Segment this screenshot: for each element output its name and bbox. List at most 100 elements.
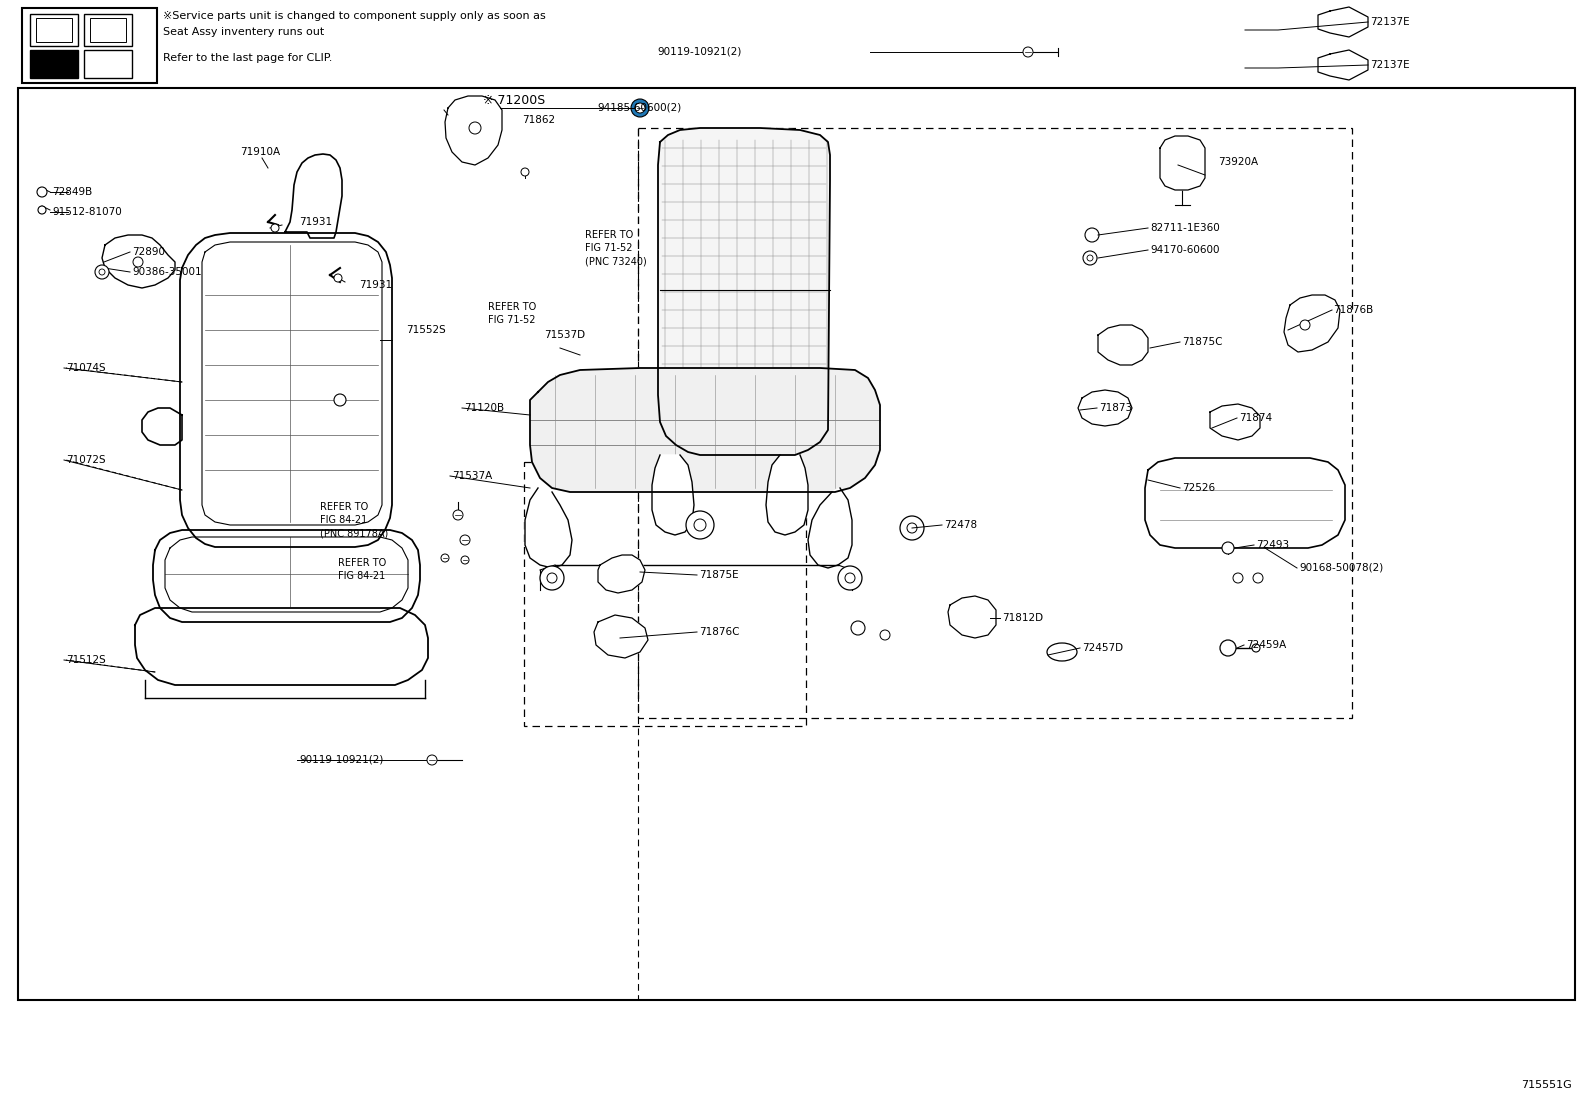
- Text: 72457D: 72457D: [1083, 643, 1122, 653]
- Circle shape: [460, 535, 470, 545]
- Text: 71512S: 71512S: [65, 655, 105, 665]
- Text: 71072S: 71072S: [65, 455, 105, 465]
- Polygon shape: [594, 615, 648, 658]
- Circle shape: [334, 395, 345, 406]
- Text: 71876C: 71876C: [699, 628, 740, 637]
- Text: 72137E: 72137E: [1371, 16, 1409, 27]
- Bar: [37, 18, 72, 42]
- Text: 90119-10921(2): 90119-10921(2): [657, 47, 742, 57]
- Text: 91512-81070: 91512-81070: [53, 207, 121, 217]
- Circle shape: [96, 265, 108, 279]
- Circle shape: [837, 566, 861, 590]
- Bar: [18, 88, 1574, 1000]
- Polygon shape: [285, 154, 342, 238]
- Circle shape: [38, 206, 46, 214]
- Text: ※ 71200S: ※ 71200S: [482, 93, 544, 107]
- Text: 82711-1E360: 82711-1E360: [1149, 223, 1219, 233]
- Text: 71537A: 71537A: [452, 471, 492, 481]
- Text: 71874: 71874: [1239, 413, 1272, 423]
- Polygon shape: [657, 127, 829, 455]
- Polygon shape: [1318, 7, 1368, 37]
- Bar: [30, 14, 78, 46]
- Text: REFER TO
FIG 84-21: REFER TO FIG 84-21: [338, 558, 387, 581]
- Text: 71552S: 71552S: [406, 325, 446, 335]
- Text: 90386-35001: 90386-35001: [132, 267, 202, 277]
- Circle shape: [880, 630, 890, 640]
- Circle shape: [1087, 255, 1094, 260]
- Bar: [91, 18, 126, 42]
- Circle shape: [1083, 251, 1097, 265]
- Text: 72493: 72493: [1256, 540, 1290, 550]
- Polygon shape: [766, 455, 809, 535]
- Circle shape: [454, 510, 463, 520]
- Text: 72459A: 72459A: [1247, 640, 1286, 650]
- Circle shape: [521, 168, 529, 176]
- Polygon shape: [653, 455, 694, 535]
- Text: 94170-60600: 94170-60600: [1149, 245, 1219, 255]
- Text: 71537D: 71537D: [544, 330, 586, 340]
- Circle shape: [694, 519, 705, 531]
- Polygon shape: [180, 233, 392, 547]
- Circle shape: [134, 257, 143, 267]
- Polygon shape: [530, 368, 880, 492]
- Polygon shape: [1161, 136, 1205, 190]
- Polygon shape: [809, 488, 852, 568]
- Text: REFER TO
FIG 71-52
(PNC 73240): REFER TO FIG 71-52 (PNC 73240): [584, 230, 646, 266]
- Text: 71931: 71931: [360, 280, 392, 290]
- Circle shape: [1232, 573, 1243, 582]
- Text: REFER TO
FIG 84-21
(PNC 89178A): REFER TO FIG 84-21 (PNC 89178A): [320, 502, 388, 539]
- Circle shape: [462, 556, 470, 564]
- Bar: [638, 127, 1352, 718]
- Ellipse shape: [1048, 643, 1078, 660]
- Circle shape: [1251, 644, 1259, 652]
- Text: 71873: 71873: [1098, 403, 1132, 413]
- Text: 715551G: 715551G: [1522, 1080, 1571, 1090]
- Text: Seat Assy inventery runs out: Seat Assy inventery runs out: [162, 27, 325, 37]
- Circle shape: [686, 511, 713, 539]
- Circle shape: [470, 122, 481, 134]
- Text: 71910A: 71910A: [240, 147, 280, 157]
- Circle shape: [852, 621, 864, 635]
- Text: 71931: 71931: [299, 217, 333, 227]
- Circle shape: [37, 187, 48, 197]
- Circle shape: [1024, 47, 1033, 57]
- Bar: [524, 462, 806, 726]
- Text: 71074S: 71074S: [65, 363, 105, 373]
- Polygon shape: [1210, 404, 1259, 440]
- Polygon shape: [599, 555, 645, 593]
- Text: 71120B: 71120B: [463, 403, 505, 413]
- Circle shape: [427, 755, 436, 765]
- Text: 71875C: 71875C: [1181, 337, 1223, 347]
- Polygon shape: [947, 596, 997, 639]
- Circle shape: [441, 554, 449, 562]
- Text: 71876B: 71876B: [1333, 306, 1374, 315]
- Circle shape: [1301, 320, 1310, 330]
- Polygon shape: [1145, 458, 1345, 548]
- Polygon shape: [1285, 295, 1340, 352]
- Circle shape: [635, 103, 645, 113]
- Circle shape: [540, 566, 564, 590]
- Text: 71862: 71862: [522, 115, 556, 125]
- Text: ※Service parts unit is changed to component supply only as soon as: ※Service parts unit is changed to compon…: [162, 11, 546, 21]
- Circle shape: [1086, 227, 1098, 242]
- Polygon shape: [1098, 325, 1148, 365]
- Bar: [84, 49, 132, 78]
- Circle shape: [99, 269, 105, 275]
- Text: 73920A: 73920A: [1218, 157, 1258, 167]
- Text: Refer to the last page for CLIP.: Refer to the last page for CLIP.: [162, 53, 333, 63]
- Text: 90168-50078(2): 90168-50078(2): [1299, 563, 1383, 573]
- Bar: [22, 8, 158, 84]
- Polygon shape: [135, 608, 428, 685]
- Polygon shape: [1078, 390, 1132, 426]
- Text: 94185-60600(2): 94185-60600(2): [597, 103, 681, 113]
- Polygon shape: [525, 488, 572, 568]
- Circle shape: [334, 274, 342, 282]
- Circle shape: [271, 224, 279, 232]
- Circle shape: [1219, 640, 1235, 656]
- Bar: [84, 14, 132, 46]
- Circle shape: [548, 573, 557, 582]
- Circle shape: [630, 99, 650, 116]
- Polygon shape: [153, 530, 420, 622]
- Circle shape: [845, 573, 855, 582]
- Text: 72478: 72478: [944, 520, 977, 530]
